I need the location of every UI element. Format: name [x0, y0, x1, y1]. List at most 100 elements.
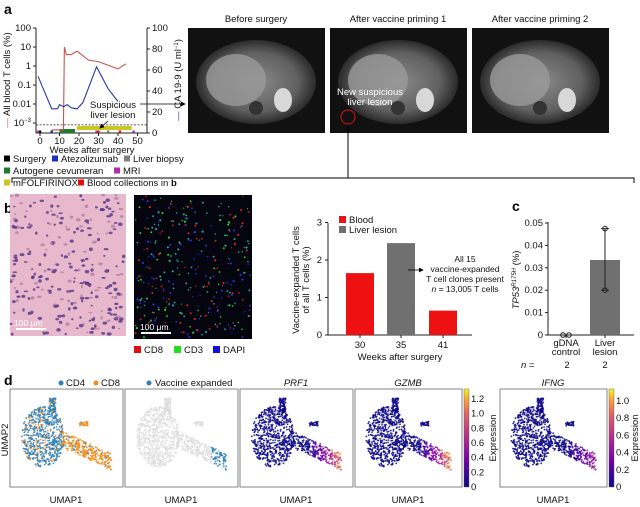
umap-cell: [369, 417, 372, 420]
umap-cell: [56, 444, 58, 447]
panel-label-c: c: [512, 198, 520, 214]
umap-cell: [379, 444, 381, 446]
umap-cell: [282, 457, 285, 460]
umap-cell: [282, 432, 285, 434]
if-cell: [246, 208, 249, 210]
umap-cell: [277, 460, 280, 463]
he-nucleus: [11, 300, 16, 304]
if-cell: [216, 306, 219, 308]
umap-cell: [153, 441, 156, 444]
umap-cell: [258, 421, 261, 424]
umap-cell: [46, 435, 49, 437]
umap-cell: [39, 453, 42, 456]
umap-cell: [82, 449, 85, 452]
umap-cell: [313, 453, 315, 456]
umap-cell: [51, 416, 54, 419]
umap-cell: [333, 463, 336, 466]
umap-cell: [325, 460, 327, 463]
umap-cell: [138, 435, 141, 438]
umap-cell: [215, 457, 218, 460]
umap-cell: [180, 438, 183, 441]
umap-cell: [26, 441, 29, 443]
he-nucleus: [30, 268, 34, 271]
umap-cell: [260, 437, 263, 440]
umap-cell: [379, 439, 382, 442]
umap-cell: [293, 442, 295, 445]
umap-cell: [280, 409, 282, 412]
if-cell: [237, 233, 240, 236]
umap-cell: [283, 438, 286, 441]
legend-label: Surgery: [13, 154, 47, 165]
if-cell: [155, 228, 158, 231]
umap-cell: [181, 432, 184, 435]
umap-cell: [395, 447, 398, 450]
umap-cell: [38, 407, 41, 410]
umap-cell: [157, 432, 160, 434]
umap-cell: [82, 440, 85, 443]
umap-cell: [158, 426, 161, 429]
y-right-tick-label: 80: [152, 44, 163, 55]
umap-cell: [271, 459, 274, 462]
umap-cell: [28, 421, 31, 424]
he-nucleus: [75, 327, 79, 329]
he-nucleus: [63, 243, 68, 246]
umap-cell: [144, 418, 147, 421]
he-nucleus: [115, 265, 118, 268]
if-cell: [157, 308, 160, 311]
umap-cell: [205, 448, 208, 451]
he-nucleus: [114, 197, 119, 200]
umap-cell: [50, 405, 53, 407]
umap-cell: [405, 439, 408, 441]
umap-cell: [286, 421, 289, 423]
umap-cell: [391, 463, 394, 465]
umap-cell: [258, 451, 261, 454]
if-cell: [227, 205, 230, 208]
umap-cell: [142, 449, 145, 452]
umap-cell: [213, 459, 216, 462]
umap-cell: [84, 451, 87, 454]
if-cell: [175, 320, 178, 323]
umap-cell: [423, 447, 426, 450]
he-nucleus: [69, 215, 74, 219]
umap-cell: [144, 413, 147, 416]
if-cell: [243, 256, 246, 259]
cd4-dot: [58, 380, 64, 386]
umap-cell: [317, 449, 320, 452]
umap-cell: [190, 449, 192, 452]
if-cell: [243, 271, 246, 274]
umap-cell: [27, 431, 29, 434]
he-nucleus: [118, 327, 121, 330]
umap-cell: [155, 446, 158, 448]
umap-cell: [48, 439, 51, 442]
umap-cell: [266, 459, 269, 462]
umap-cell: [389, 422, 392, 425]
umap-cell: [312, 442, 315, 445]
umap-cell: [316, 422, 318, 425]
umap-cell: [32, 442, 35, 444]
umap-cell: [169, 406, 172, 409]
umap-cell: [107, 456, 110, 459]
umap-cell: [216, 452, 219, 455]
if-cell: [234, 215, 237, 218]
umap-cell: [279, 403, 282, 405]
umap-cell: [268, 459, 271, 462]
umap-cell: [212, 458, 215, 460]
umap-cell: [194, 422, 197, 424]
umap-cell: [185, 436, 188, 438]
he-nucleus: [102, 200, 107, 204]
umap-cell: [166, 434, 169, 436]
umap-cell: [384, 452, 387, 455]
umap-cell: [72, 436, 75, 439]
if-cell: [213, 267, 216, 270]
umap-cell: [312, 449, 315, 452]
umap-cell: [46, 422, 48, 425]
umap-cell: [442, 459, 444, 461]
umap-cell: [92, 458, 94, 461]
umap-cell: [368, 438, 371, 441]
umap-cell: [290, 444, 293, 447]
umap-cell: [288, 417, 291, 420]
y-right-label-sup: −1: [174, 42, 180, 50]
if-cell: [247, 315, 250, 317]
umap-cell: [377, 453, 380, 456]
umap-cell: [73, 449, 76, 452]
